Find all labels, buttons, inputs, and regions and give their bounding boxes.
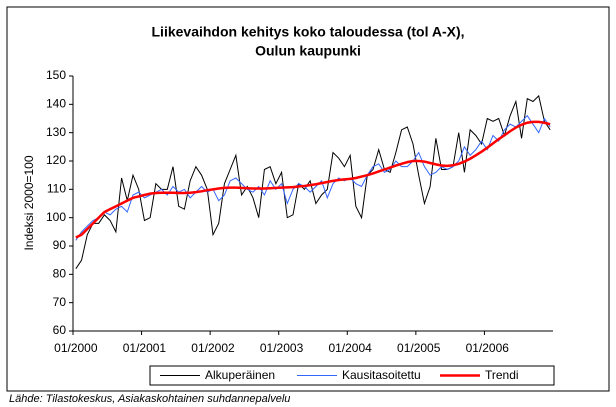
y-tick-label: 100: [46, 210, 66, 224]
x-tick-label: 01/2000: [54, 341, 98, 355]
x-tick-label: 01/2003: [260, 341, 304, 355]
series-line: [75, 94, 551, 269]
x-tick-label: 01/2006: [466, 341, 510, 355]
y-tick-label: 110: [47, 182, 66, 196]
y-tick-label: 140: [46, 97, 66, 111]
y-tick-label: 90: [53, 238, 67, 252]
x-tick-label: 01/2001: [123, 341, 167, 355]
legend-label: Alkuperäinen: [205, 368, 275, 382]
y-tick-label: 120: [46, 153, 66, 167]
y-axis-label: Indeksi 2000=100: [22, 155, 36, 250]
legend-box: [149, 365, 555, 386]
y-tick-label: 130: [46, 125, 66, 139]
y-tick-label: 60: [53, 323, 67, 337]
y-tick-label: 150: [46, 68, 66, 82]
chart-title: Oulun kaupunki: [255, 43, 361, 59]
y-tick-label: 80: [53, 267, 67, 281]
legend-label: Kausitasoitettu: [342, 368, 421, 382]
x-tick-label: 01/2002: [191, 341, 235, 355]
x-tick-label: 01/2004: [328, 341, 372, 355]
chart-frame: [6, 6, 610, 392]
x-tick-label: 01/2005: [397, 341, 441, 355]
chart-title: Liikevaihdon kehitys koko taloudessa (to…: [152, 24, 465, 40]
series-line: [75, 120, 551, 239]
legend-label: Trendi: [485, 368, 519, 382]
source-note: Lähde: Tilastokeskus, Asiakaskohtainen s…: [9, 393, 290, 405]
y-tick-label: 70: [53, 295, 67, 309]
